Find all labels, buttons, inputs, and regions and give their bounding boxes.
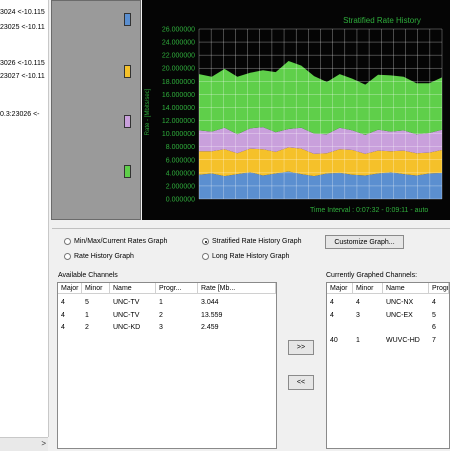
table-cell: 2.459	[201, 324, 219, 331]
table-cell: 3	[159, 324, 163, 331]
table-cell: 4	[61, 311, 65, 319]
radio-stratified-graph[interactable]: Stratified Rate History Graph	[202, 238, 301, 245]
graphed-channels-label: Currently Graphed Channels:	[326, 272, 418, 279]
radio-button[interactable]	[64, 238, 71, 245]
column-header[interactable]: Progr	[429, 283, 449, 294]
list-item[interactable]: 23027 <-10.11	[0, 73, 45, 80]
y-tick-label: 18.000000	[162, 79, 195, 86]
table-row[interactable]: 4 3 UNC-EX 5	[327, 310, 449, 322]
table-cell: 1	[85, 311, 89, 319]
graphed-channels-list[interactable]: Major Minor Name Progr 4 4 UNC-NX 4 4 3 UNC-EX 5 6 40…	[326, 282, 450, 449]
stratified-rate-chart: Stratified Rate History Rate - [Mbits/se…	[142, 0, 450, 220]
time-interval-label: Time Interval : 0:07:32 - 0:09:11 - auto	[310, 207, 428, 214]
list-item[interactable]: 3026 <-10.115	[0, 60, 45, 67]
table-cell: 4	[61, 299, 65, 306]
list-item[interactable]: 0.3:23026 <-	[0, 111, 40, 118]
table-cell	[383, 322, 429, 324]
horizontal-scrollbar[interactable]: >	[0, 437, 48, 451]
table-cell: 13.559	[201, 311, 223, 319]
scroll-right-arrow-icon[interactable]: >	[41, 439, 46, 448]
y-tick-label: 24.000000	[162, 40, 195, 47]
y-tick-label: 10.000000	[162, 131, 195, 138]
add-channel-button[interactable]: >>	[288, 340, 314, 355]
column-header[interactable]: Minor	[82, 283, 110, 294]
radio-label: Min/Max/Current Rates Graph	[74, 238, 168, 245]
y-tick-label: 2.000000	[166, 183, 195, 190]
y-tick-label: 12.000000	[162, 118, 195, 125]
y-tick-label: 6.000000	[166, 157, 195, 164]
y-tick-label: 20.000000	[162, 66, 195, 73]
available-channels-list[interactable]: Major Minor Name Progr... Rate [Mb... 4 5 UNC-T…	[57, 282, 277, 449]
table-row[interactable]: 4 4 UNC-NX 4	[327, 297, 449, 309]
radio-button[interactable]	[202, 238, 209, 245]
table-cell: 3.044	[201, 299, 219, 306]
table-cell: WUVC-HD	[386, 336, 420, 344]
radio-rate-history-graph[interactable]: Rate History Graph	[64, 253, 134, 260]
table-cell: 2	[85, 324, 89, 331]
column-header[interactable]: Major	[58, 283, 82, 294]
table-cell: 40	[330, 336, 338, 344]
legend-swatch-yellow	[124, 65, 131, 78]
y-tick-label: 14.000000	[162, 105, 195, 112]
y-tick-label: 26.000000	[162, 27, 195, 34]
radio-label: Long Rate History Graph	[212, 253, 290, 260]
chart-title: Stratified Rate History	[343, 16, 421, 25]
column-header[interactable]: Minor	[353, 283, 383, 294]
table-cell: UNC-TV	[113, 299, 140, 306]
table-row[interactable]: 40 1 WUVC-HD 7	[327, 335, 449, 347]
table-cell: 4	[356, 299, 360, 306]
table-cell: 1	[356, 336, 360, 344]
available-channels-label: Available Channels	[58, 272, 118, 279]
table-cell: 5	[85, 299, 89, 306]
table-cell: 4	[61, 324, 65, 331]
legend-swatch-green	[124, 165, 131, 178]
table-cell: 4	[432, 299, 436, 306]
table-cell	[327, 322, 353, 324]
table-cell: UNC-KD	[113, 324, 141, 331]
column-header[interactable]: Rate [Mb...	[198, 283, 276, 294]
graph-options-panel: Min/Max/Current Rates Graph Stratified R…	[52, 228, 450, 451]
radio-minmax-graph[interactable]: Min/Max/Current Rates Graph	[64, 238, 167, 245]
customize-graph-button[interactable]: Customize Graph...	[325, 235, 404, 249]
table-cell: 2	[159, 311, 163, 319]
y-tick-label: 4.000000	[166, 170, 195, 177]
radio-label: Rate History Graph	[74, 253, 134, 260]
table-cell: 3	[356, 311, 360, 319]
list-item[interactable]: 23025 <-10.11	[0, 24, 45, 31]
table-cell: 6	[432, 324, 436, 331]
table-cell: UNC-EX	[386, 311, 413, 319]
column-header[interactable]: Name	[383, 283, 429, 294]
table-row[interactable]: 6	[327, 322, 449, 334]
y-axis-label: Rate - [Mbits/sec]	[145, 88, 151, 135]
y-tick-label: 16.000000	[162, 92, 195, 99]
legend-swatch-purple	[124, 115, 131, 128]
table-row[interactable]: 4 1 UNC-TV 2 13.559	[58, 310, 276, 322]
channel-log-list[interactable]: 3024 <-10.115 23025 <-10.11 3026 <-10.11…	[0, 0, 49, 437]
column-header[interactable]: Major	[327, 283, 353, 294]
table-cell	[353, 322, 383, 324]
table-cell: 4	[330, 299, 334, 306]
radio-button[interactable]	[64, 253, 71, 260]
table-cell: 5	[432, 311, 436, 319]
table-cell: 4	[330, 311, 334, 319]
legend-swatch-blue	[124, 13, 131, 26]
remove-channel-button[interactable]: <<	[288, 375, 314, 390]
table-cell: UNC-TV	[113, 311, 140, 319]
table-cell: UNC-NX	[386, 299, 414, 306]
y-tick-label: 0.000000	[166, 197, 195, 204]
column-header[interactable]: Name	[110, 283, 156, 294]
table-row[interactable]: 4 5 UNC-TV 1 3.044	[58, 297, 276, 309]
radio-long-rate-history-graph[interactable]: Long Rate History Graph	[202, 253, 289, 260]
y-tick-label: 8.000000	[166, 144, 195, 151]
list-item[interactable]: 3024 <-10.115	[0, 9, 45, 16]
radio-button[interactable]	[202, 253, 209, 260]
table-cell: 7	[432, 336, 436, 344]
chart-legend-panel	[51, 0, 141, 220]
chart-svg: Stratified Rate History Rate - [Mbits/se…	[145, 16, 443, 214]
radio-label: Stratified Rate History Graph	[212, 238, 302, 245]
column-header[interactable]: Progr...	[156, 283, 198, 294]
y-tick-label: 22.000000	[162, 53, 195, 60]
table-row[interactable]: 4 2 UNC-KD 3 2.459	[58, 322, 276, 334]
table-cell: 1	[159, 299, 163, 306]
